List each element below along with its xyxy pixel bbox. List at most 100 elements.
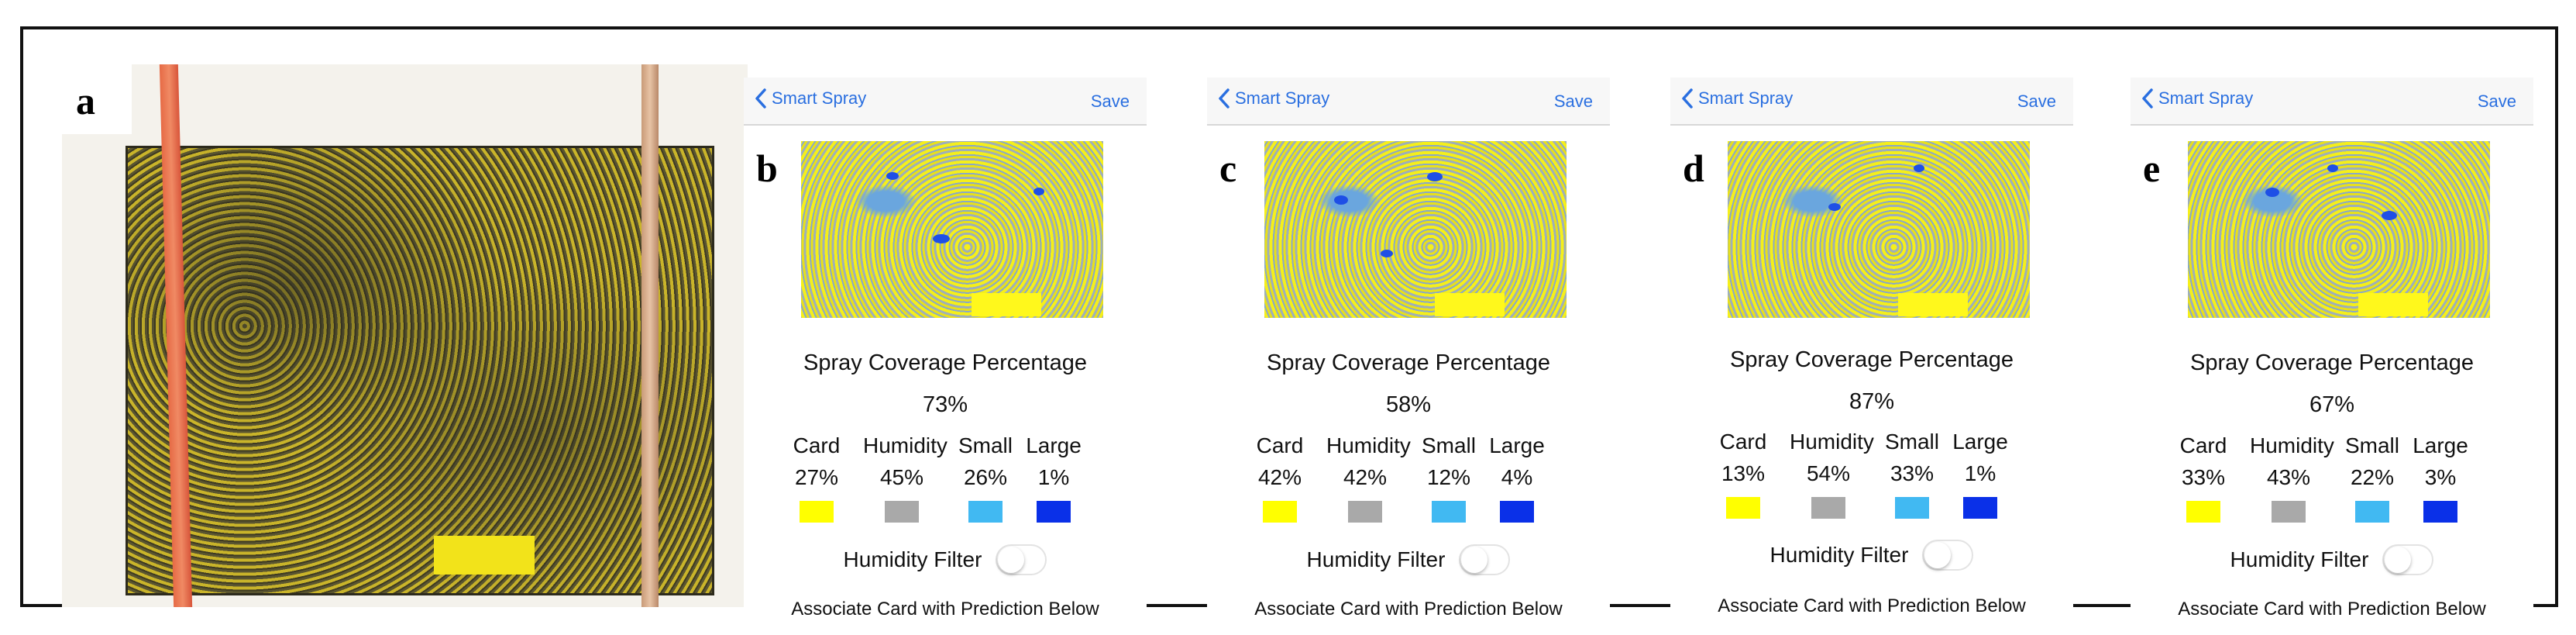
column-value: 4% (1501, 464, 1533, 489)
column-label: Large (1489, 433, 1545, 457)
nav-bar: Smart Spray Save (1670, 78, 2073, 126)
associate-card-text: Associate Card with Prediction Below (1254, 599, 1563, 619)
large-droplet (1334, 195, 1348, 205)
column-large: Large 4% (1478, 433, 1556, 523)
back-button[interactable]: Smart Spray (755, 88, 866, 109)
column-label: Large (1026, 433, 1082, 457)
column-value: 26% (963, 464, 1008, 489)
large-droplet (933, 234, 950, 243)
large-droplet (1828, 203, 1841, 211)
humidity-filter-toggle[interactable] (996, 544, 1047, 575)
column-value: 33% (2181, 464, 2226, 489)
humidity-filter-row: Humidity Filter (2131, 544, 2533, 575)
column-humidity: Humidity 45% (863, 433, 948, 523)
large-color-swatch (1963, 496, 1997, 519)
associate-card-text: Associate Card with Prediction Below (791, 599, 1099, 619)
large-color-swatch (2423, 500, 2457, 523)
panel-label-d: d (1683, 147, 1704, 190)
coverage-title: Spray Coverage Percentage (2190, 350, 2474, 375)
nav-bar: Smart Spray Save (1207, 78, 1610, 126)
column-value: 22% (2350, 464, 2395, 489)
column-label: Small (1421, 433, 1476, 457)
humidity-color-swatch (1348, 500, 1382, 523)
toggle-knob (1924, 542, 1952, 568)
column-card: Card 42% (1241, 433, 1319, 523)
spray-prediction-image (1728, 141, 2030, 318)
large-color-swatch (1037, 500, 1071, 523)
chevron-left-icon (1682, 88, 1693, 109)
humidity-filter-label: Humidity Filter (1306, 547, 1446, 571)
card-color-swatch (1726, 496, 1760, 519)
save-button[interactable]: Save (1090, 91, 1130, 111)
spray-prediction-image (801, 141, 1103, 318)
save-button[interactable]: Save (2477, 91, 2516, 111)
phone-screen-d: Smart Spray Save d Spray Coverage Percen… (1670, 78, 2073, 624)
column-small: Small 22% (2334, 433, 2411, 523)
coverage-title: Spray Coverage Percentage (1267, 350, 1550, 375)
small-color-swatch (1895, 496, 1929, 519)
humidity-filter-toggle[interactable] (1922, 540, 1974, 571)
back-label: Smart Spray (1235, 88, 1330, 108)
humidity-filter-row: Humidity Filter (744, 544, 1147, 575)
column-card: Card 27% (778, 433, 855, 523)
spray-prediction-image (1264, 141, 1567, 318)
water-sensitive-card (126, 146, 714, 595)
back-button[interactable]: Smart Spray (1218, 88, 1329, 109)
card-reference-rectangle (2358, 293, 2428, 316)
large-droplet (1381, 250, 1393, 257)
humidity-filter-label: Humidity Filter (2230, 547, 2369, 571)
column-value: 27% (794, 464, 839, 489)
chevron-left-icon (1219, 88, 1230, 109)
right-rubber-band (641, 64, 659, 607)
back-label: Smart Spray (1698, 88, 1794, 108)
spray-card-photo: a (62, 64, 748, 607)
humidity-filter-toggle[interactable] (2382, 544, 2434, 575)
large-droplet (886, 172, 899, 180)
card-color-swatch (2186, 500, 2220, 523)
large-droplet (1427, 172, 1443, 181)
toggle-knob (2385, 547, 2412, 573)
column-large: Large 1% (1941, 430, 2019, 519)
back-label: Smart Spray (2158, 88, 2254, 108)
column-value: 12% (1426, 464, 1471, 489)
column-label: Card (1719, 430, 1767, 454)
large-droplet (1914, 164, 1924, 172)
toggle-knob (1461, 547, 1488, 573)
column-label: Humidity (2250, 433, 2334, 457)
column-value: 1% (1964, 461, 1996, 485)
phone-screen-c: Smart Spray Save c Spray Coverage Percen… (1207, 78, 1610, 624)
chevron-left-icon (755, 88, 766, 109)
large-droplet (1033, 188, 1044, 195)
column-value: 33% (1890, 461, 1935, 485)
label-background (62, 64, 132, 134)
back-button[interactable]: Smart Spray (2141, 88, 2253, 109)
back-label: Smart Spray (772, 88, 867, 108)
column-label: Humidity (1790, 430, 1874, 454)
panel-label-a: a (76, 79, 95, 123)
column-label: Small (1884, 430, 1939, 454)
column-small: Small 12% (1410, 433, 1487, 523)
column-small: Small 26% (947, 433, 1024, 523)
coverage-percent: 58% (1385, 392, 1432, 417)
column-value: 42% (1257, 464, 1302, 489)
small-color-swatch (1432, 500, 1466, 523)
column-small: Small 33% (1873, 430, 1951, 519)
save-button[interactable]: Save (2017, 91, 2056, 111)
chevron-left-icon (2142, 88, 2153, 109)
save-button[interactable]: Save (1553, 91, 1593, 111)
column-card: Card 33% (2165, 433, 2242, 523)
coverage-title: Spray Coverage Percentage (1730, 347, 2014, 372)
column-value: 3% (2424, 464, 2457, 489)
phone-screen-b: Smart Spray Save b Spray Coverage Percen… (744, 78, 1147, 624)
column-label: Card (1256, 433, 1304, 457)
column-label: Humidity (863, 433, 948, 457)
column-humidity: Humidity 54% (1790, 430, 1874, 519)
large-droplet (2265, 188, 2279, 197)
back-button[interactable]: Smart Spray (1681, 88, 1793, 109)
toggle-knob (998, 547, 1025, 573)
panel-label-e: e (2143, 147, 2161, 190)
column-value: 13% (1721, 461, 1766, 485)
humidity-filter-toggle[interactable] (1459, 544, 1511, 575)
panel-label-b: b (756, 147, 778, 190)
coverage-title: Spray Coverage Percentage (803, 350, 1087, 375)
